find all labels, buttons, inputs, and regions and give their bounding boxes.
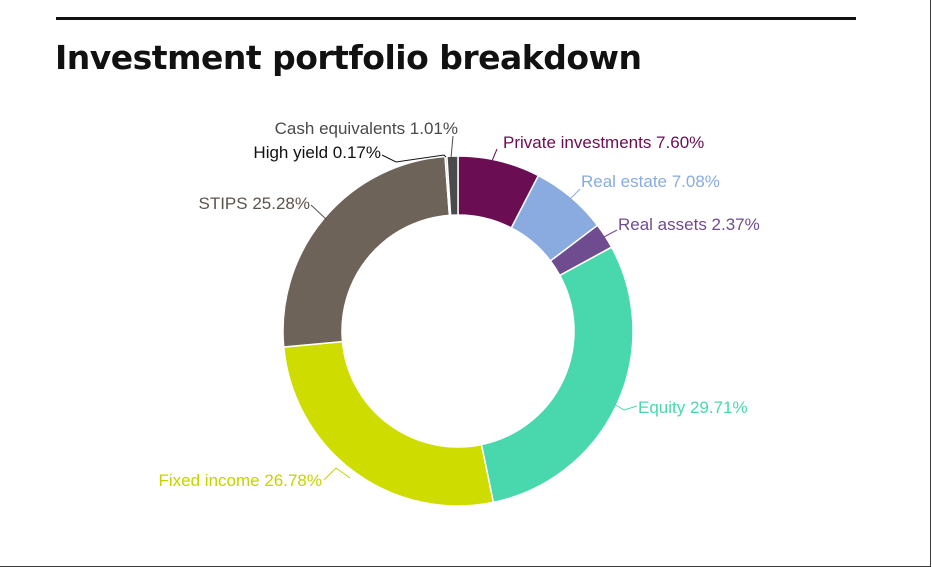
leader-stips bbox=[310, 204, 328, 221]
label-equity: Equity 29.71% bbox=[638, 398, 748, 417]
leader-cash-equivalents bbox=[450, 135, 454, 159]
leader-private-investments bbox=[491, 148, 498, 162]
leader-high-yield bbox=[381, 154, 447, 163]
leader-real-assets bbox=[603, 229, 618, 238]
chart-title: Investment portfolio breakdown bbox=[55, 38, 642, 77]
label-cash-equivalents: Cash equivalents 1.01% bbox=[275, 119, 458, 138]
label-high-yield: High yield 0.17% bbox=[253, 143, 381, 162]
label-real-assets: Real assets 2.37% bbox=[618, 215, 760, 234]
slice-stips bbox=[282, 155, 451, 348]
label-real-estate: Real estate 7.08% bbox=[581, 172, 720, 191]
title-rule bbox=[56, 17, 856, 20]
label-leader-lines bbox=[310, 135, 638, 481]
slice-equity bbox=[480, 246, 634, 504]
label-fixed-income: Fixed income 26.78% bbox=[159, 471, 322, 490]
label-stips: STIPS 25.28% bbox=[198, 194, 310, 213]
donut-slices bbox=[282, 155, 634, 507]
leader-real-estate bbox=[567, 188, 581, 202]
slice-fixed-income bbox=[282, 340, 495, 507]
slice-labels: Private investments 7.60% Real estate 7.0… bbox=[159, 119, 760, 490]
label-private-investments: Private investments 7.60% bbox=[503, 133, 704, 152]
leader-equity bbox=[613, 403, 638, 411]
leader-fixed-income bbox=[323, 467, 351, 481]
slice-cash-equivalents bbox=[446, 155, 459, 217]
